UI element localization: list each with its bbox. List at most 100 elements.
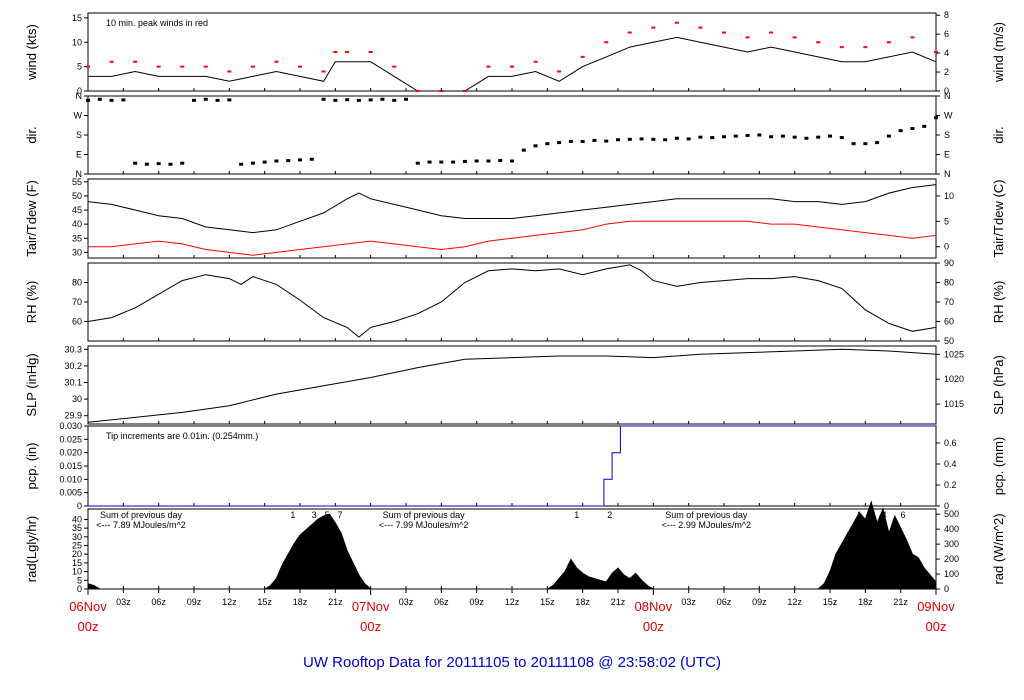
direction-point [274,159,279,163]
panel-temp: 30 35 40 45 50 55 0 5 10 Tair/Tdew (F) Tair/Tdew (… [24,177,1006,259]
direction-point [710,136,715,140]
panel-frame [87,12,937,92]
direction-point [557,141,562,145]
y2-axis-label: pcp. (mm) [991,437,1006,496]
x-hour-label: 09z [187,597,202,607]
direction-point [203,97,208,101]
direction-point [333,98,338,102]
radiation-sum-note: Sum of previous day [383,510,466,520]
radiation-mark: 2 [870,510,875,520]
direction-point [368,98,373,102]
direction-point [474,159,479,163]
radiation-mark: 6 [901,510,906,520]
x-hour-label: 21z [328,597,343,607]
direction-point [639,137,644,141]
direction-point [380,97,385,101]
x-axis: 03z 06z 09z 12z 15z 18z 21z 03z 06z 09z 12z 15z 18z 2… [69,589,955,634]
direction-point [592,138,597,142]
radiation-sum-note: <--- 7.99 MJoules/m^2 [379,520,469,530]
direction-point [427,160,432,164]
direction-point [745,133,750,137]
direction-point [910,127,915,130]
y2-tick-label: 0 [944,584,949,594]
direction-point [168,162,173,166]
y2-tick-label: 0 [944,501,949,511]
direction-point [227,98,232,102]
y-tick-label: 0 [77,584,82,594]
y2-tick-label: 0 [944,86,949,96]
radiation-mark: 5 [325,510,330,520]
y-tick-label: 80 [72,278,82,288]
direction-point [722,135,726,139]
direction-point [298,158,302,162]
direction-point [674,136,679,140]
direction-point [686,137,691,141]
y2-tick-label: 70 [944,297,954,307]
direction-point [439,160,444,164]
y2-tick-label: 100 [944,569,959,579]
y-tick-label: 45 [72,205,82,215]
y-tick-label: 15 [72,13,82,23]
y-tick-label: 70 [72,297,82,307]
y-tick-label: 29.9 [64,411,82,421]
y2-axis-label: RH (%) [991,281,1006,324]
x-hour-label: 18z [293,597,308,607]
direction-point [627,137,632,141]
x-hour-label: 18z [858,597,873,607]
x-date-label: 08Nov [635,599,673,614]
y2-axis-label: wind (m/s) [991,22,1006,83]
direction-point [86,98,90,102]
y-axis-label: SLP (inHg) [24,353,39,416]
y-tick-label: 30.1 [64,378,82,388]
direction-point [133,161,138,165]
x-hour-label: 09z [469,597,484,607]
x-hour-label: 15z [540,597,555,607]
direction-point [828,134,832,138]
x-hour-label: 21z [611,597,626,607]
y2-tick-label: 50 [944,336,954,346]
y2-tick-label: 1020 [944,374,964,384]
x-hour-label: 09z [752,597,767,607]
footer-title: UW Rooftop Data for 20111105 to 20111108… [303,654,721,671]
panel-slp: 29.9 30 30.1 30.2 30.3 1015 1020 1025 SLP (inHg)… [24,344,1006,425]
y-tick-label: N [76,169,83,179]
direction-point [498,159,503,163]
y2-tick-label: 400 [944,524,959,534]
radiation-mark: 2 [607,510,612,520]
x-hour-label: 03z [681,597,696,607]
x-hour-label: 03z [116,597,131,607]
y-tick-label: 0.030 [59,421,82,431]
x-hour-label: 12z [505,597,520,607]
direction-point [616,138,620,142]
radiation-sum-note: Sum of previous day [100,510,183,520]
direction-point [545,142,550,146]
x-hour-label: 06z [434,597,449,607]
panel-annotation: Tip increments are 0.01in. (0.254mm.) [106,431,258,441]
direction-point [486,159,491,163]
y-tick-label: 10 [72,567,82,577]
direction-point [345,98,350,102]
y2-axis-label: rad (W/m^2) [991,513,1006,584]
x-date-time: 00z [360,619,381,634]
direction-point [510,159,514,163]
direction-point [239,162,244,166]
direction-point [144,162,149,166]
y2-tick-label: 4 [944,48,949,58]
x-hour-label: 06z [151,597,166,607]
y-tick-label: 0.020 [59,448,82,458]
y-tick-label: 35 [72,523,82,533]
y-axis-label: RH (%) [24,281,39,324]
radiation-mark: 7 [338,510,343,520]
y2-tick-label: 0.4 [944,459,957,469]
y-tick-label: 30 [72,532,82,542]
y-tick-label: 0 [77,501,82,511]
direction-point [415,161,420,165]
y2-tick-label: N [944,169,951,179]
y-tick-label: 20 [72,549,82,559]
direction-point [568,140,573,143]
series-line-tdew [88,220,937,256]
y2-tick-label: W [944,111,953,121]
panel-rh: 60 70 80 50 60 70 80 90 RH (%) RH (%) [24,258,1006,346]
direction-point [121,98,126,102]
